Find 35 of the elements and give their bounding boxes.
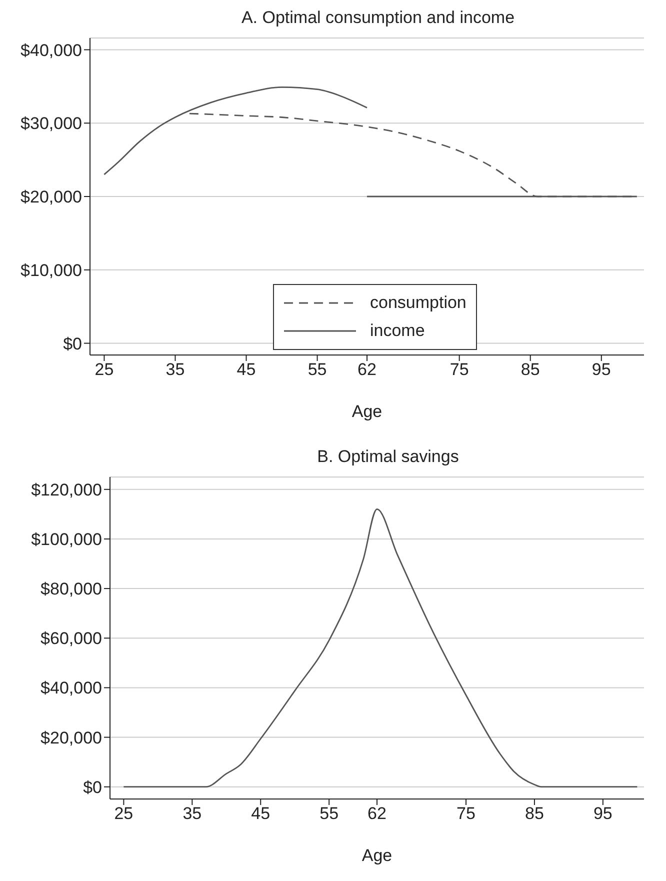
y-tick-label: $10,000 [20, 260, 82, 280]
x-tick-label: 25 [114, 804, 134, 824]
chart-title: A. Optimal consumption and income [240, 8, 516, 29]
y-tick-label: $0 [63, 334, 82, 354]
x-tick-label: 45 [236, 360, 256, 380]
line-series [122, 508, 638, 788]
x-axis-title: Age [352, 402, 382, 421]
x-tick-label: 62 [358, 360, 376, 380]
x-tick-label: 35 [166, 360, 185, 380]
x-tick-label: 75 [456, 804, 476, 824]
y-tick-label: $100,000 [31, 530, 102, 550]
legend-label: consumption [370, 293, 466, 313]
y-tick-label: $40,000 [20, 40, 82, 60]
x-tick-label: 85 [525, 804, 544, 824]
x-tick-label: 45 [251, 804, 270, 824]
chart-title: B. Optimal savings [316, 447, 460, 468]
y-tick-label: $20,000 [40, 728, 102, 748]
legend-label: income [370, 321, 425, 341]
x-tick-label: 35 [182, 804, 202, 824]
y-tick-label: $0 [83, 778, 102, 797]
x-tick-label: 25 [94, 360, 114, 380]
y-tick-label: $120,000 [31, 480, 102, 500]
x-tick-label: 55 [308, 360, 327, 380]
x-tick-label: 95 [593, 804, 612, 824]
y-tick-label: $80,000 [40, 580, 102, 599]
y-tick-label: $40,000 [40, 678, 102, 698]
y-tick-label: $30,000 [20, 114, 82, 134]
x-tick-label: 85 [520, 360, 540, 380]
x-tick-label: 62 [368, 804, 386, 824]
y-tick-label: $60,000 [40, 629, 102, 648]
x-tick-label: 75 [450, 360, 469, 380]
x-axis-title: Age [362, 846, 392, 865]
x-tick-label: 55 [320, 804, 339, 824]
x-tick-label: 95 [592, 360, 611, 380]
y-tick-label: $20,000 [20, 188, 82, 207]
